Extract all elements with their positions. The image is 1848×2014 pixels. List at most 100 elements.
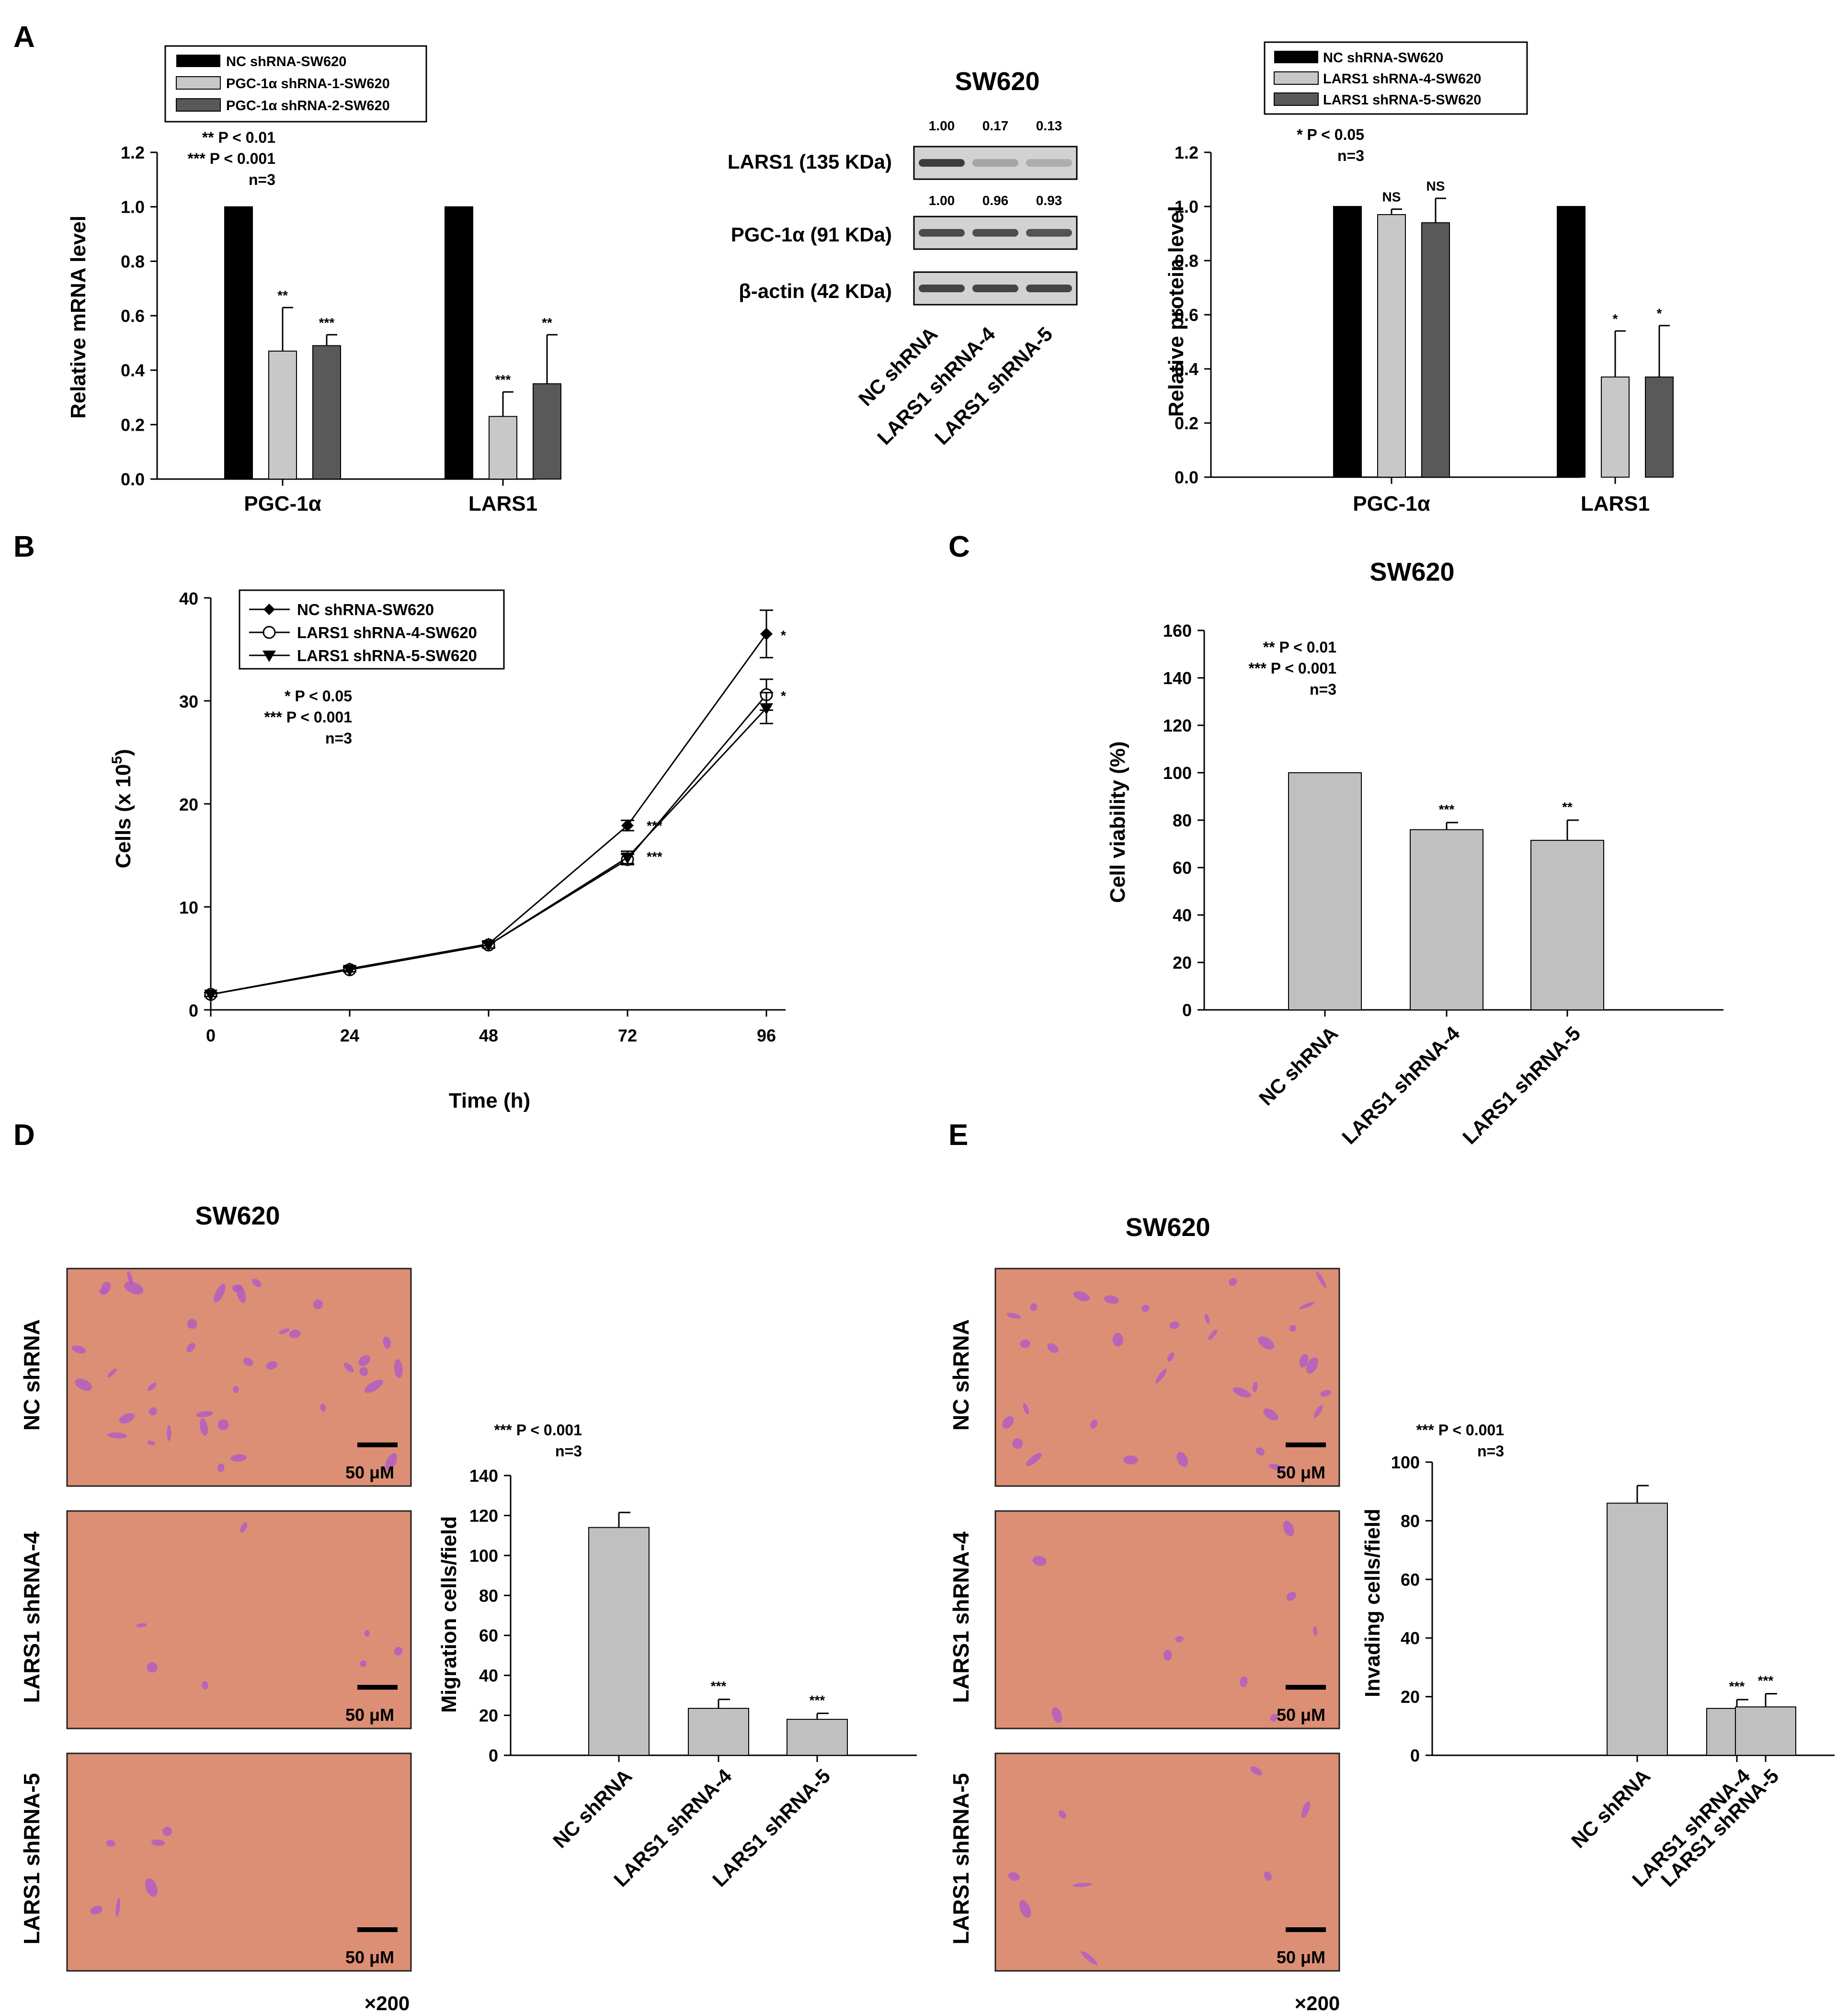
stained-cell [147, 1662, 158, 1673]
y-tick-label: 10 [179, 898, 198, 917]
legend-marker-triangle [262, 651, 276, 662]
image-row-label: LARS1 shRNA-5 [948, 1773, 973, 1945]
y-tick-label: 0.0 [121, 469, 145, 489]
significance-label: * [1613, 311, 1618, 326]
significance-label: *** [1758, 1673, 1774, 1688]
stained-cell [1268, 1464, 1285, 1471]
legend-label: LARS1 shRNA-4-SW620 [297, 624, 477, 641]
legend-label: LARS1 shRNA-4-SW620 [1323, 71, 1481, 87]
scale-label: 50 μM [345, 1947, 394, 1967]
stained-cell [1167, 1352, 1175, 1362]
bar [1421, 222, 1450, 478]
stat-line: *** P < 0.001 [264, 709, 352, 726]
stained-cell [1299, 1302, 1315, 1309]
bar [445, 206, 473, 480]
stained-cell [1232, 1387, 1251, 1398]
y-tick-label: 0.2 [121, 415, 145, 435]
stained-cell [1006, 1313, 1021, 1319]
stained-cell [1020, 1339, 1030, 1348]
data-point [760, 703, 773, 715]
y-tick-label: 1.2 [1175, 143, 1198, 162]
legend-label: NC shRNA-SW620 [297, 601, 434, 618]
x-tick-label: 0 [206, 1026, 216, 1045]
y-tick-label: 1.0 [1175, 197, 1198, 217]
y-axis-title: Migration cells/field [437, 1516, 461, 1713]
chart-title: SW620 [1369, 558, 1454, 586]
stained-cell [187, 1318, 197, 1329]
x-tick-label: 96 [757, 1026, 776, 1045]
stained-cell [1163, 1649, 1172, 1661]
blot-band [1026, 285, 1072, 292]
image-row-label: NC shRNA [19, 1319, 44, 1431]
stained-cell [364, 1629, 370, 1637]
bar [1557, 206, 1586, 478]
y-tick-label: 0.4 [121, 361, 145, 380]
stained-cell [243, 1357, 253, 1366]
stat-line: n=3 [1477, 1442, 1504, 1460]
stat-note: *** P < 0.001 n=3 [494, 1421, 582, 1460]
stained-cell [162, 1827, 172, 1836]
data-point [482, 940, 495, 952]
x-tick-label: 72 [618, 1026, 637, 1045]
stat-note: ** P < 0.01 *** P < 0.001 n=3 [187, 129, 275, 188]
significance-label: ** [277, 288, 288, 303]
legend-swatch-kd1 [1274, 71, 1319, 85]
stained-cell [1313, 1626, 1318, 1636]
significance-label: *** [1439, 802, 1455, 817]
magnification-label: ×200 [1295, 1992, 1340, 2014]
y-tick-label: 60 [1173, 858, 1192, 878]
stained-cell [1026, 1453, 1042, 1466]
x-axis-title: Time (h) [449, 1089, 530, 1112]
stained-cell [217, 1419, 229, 1430]
stat-note: * P < 0.05 *** P < 0.001 n=3 [264, 687, 352, 747]
stained-cell [1090, 1419, 1098, 1429]
stained-cell [217, 1463, 225, 1472]
stained-cell [145, 1878, 158, 1897]
significance-label: ** [1562, 800, 1573, 814]
stained-cell [364, 1379, 383, 1393]
stained-cell [1299, 1354, 1309, 1368]
bar [1645, 376, 1674, 478]
y-tick-label: 100 [1391, 1453, 1420, 1472]
micrograph [994, 1268, 1340, 1487]
bar [489, 416, 517, 480]
panel-letter-e: E [948, 1119, 968, 1152]
plot-area: 0 20 40 60 80 100 120 140 160 NC shRNA *** LARS1 sh… [1163, 621, 1723, 1148]
stained-cell [107, 1432, 127, 1439]
stained-cell [151, 1839, 165, 1846]
blot-strips [913, 146, 1078, 306]
bar [1601, 376, 1630, 478]
y-tick-label: 40 [179, 589, 198, 608]
y-tick-label: 100 [469, 1546, 498, 1566]
band-value: 0.17 [982, 118, 1009, 133]
x-category-label: NC shRNA [1567, 1764, 1654, 1852]
x-category-label: PGC-1α [1353, 492, 1430, 515]
y-tick-label: 20 [479, 1706, 498, 1726]
bar [224, 206, 253, 480]
scale-label: 50 μM [1277, 1705, 1325, 1725]
stained-cell [1286, 1591, 1296, 1601]
stained-cell [148, 1383, 157, 1391]
y-axis-title: Invading cells/field [1361, 1509, 1384, 1697]
band-value: 1.00 [929, 118, 955, 133]
y-tick-label: 40 [1173, 905, 1192, 925]
stat-line: n=3 [325, 730, 352, 747]
stained-cell [1240, 1676, 1248, 1687]
stained-cell [230, 1454, 247, 1462]
y-tick-label: 120 [469, 1506, 498, 1525]
stained-cell [167, 1425, 171, 1441]
y-tick-label: 0 [1182, 1000, 1192, 1020]
stained-cell [186, 1343, 195, 1352]
stat-note: * P < 0.05 n=3 [1297, 126, 1364, 164]
significance-label: ** [542, 315, 552, 330]
micrograph [994, 1752, 1340, 1972]
data-point [343, 965, 356, 977]
stained-cell [1141, 1305, 1150, 1312]
stained-cell [1030, 1303, 1038, 1311]
stained-cell [1155, 1368, 1167, 1384]
stained-cell [106, 1840, 115, 1847]
scale-label: 50 μM [345, 1705, 394, 1725]
data-point [621, 852, 634, 864]
legend-swatch-nc [176, 55, 220, 67]
